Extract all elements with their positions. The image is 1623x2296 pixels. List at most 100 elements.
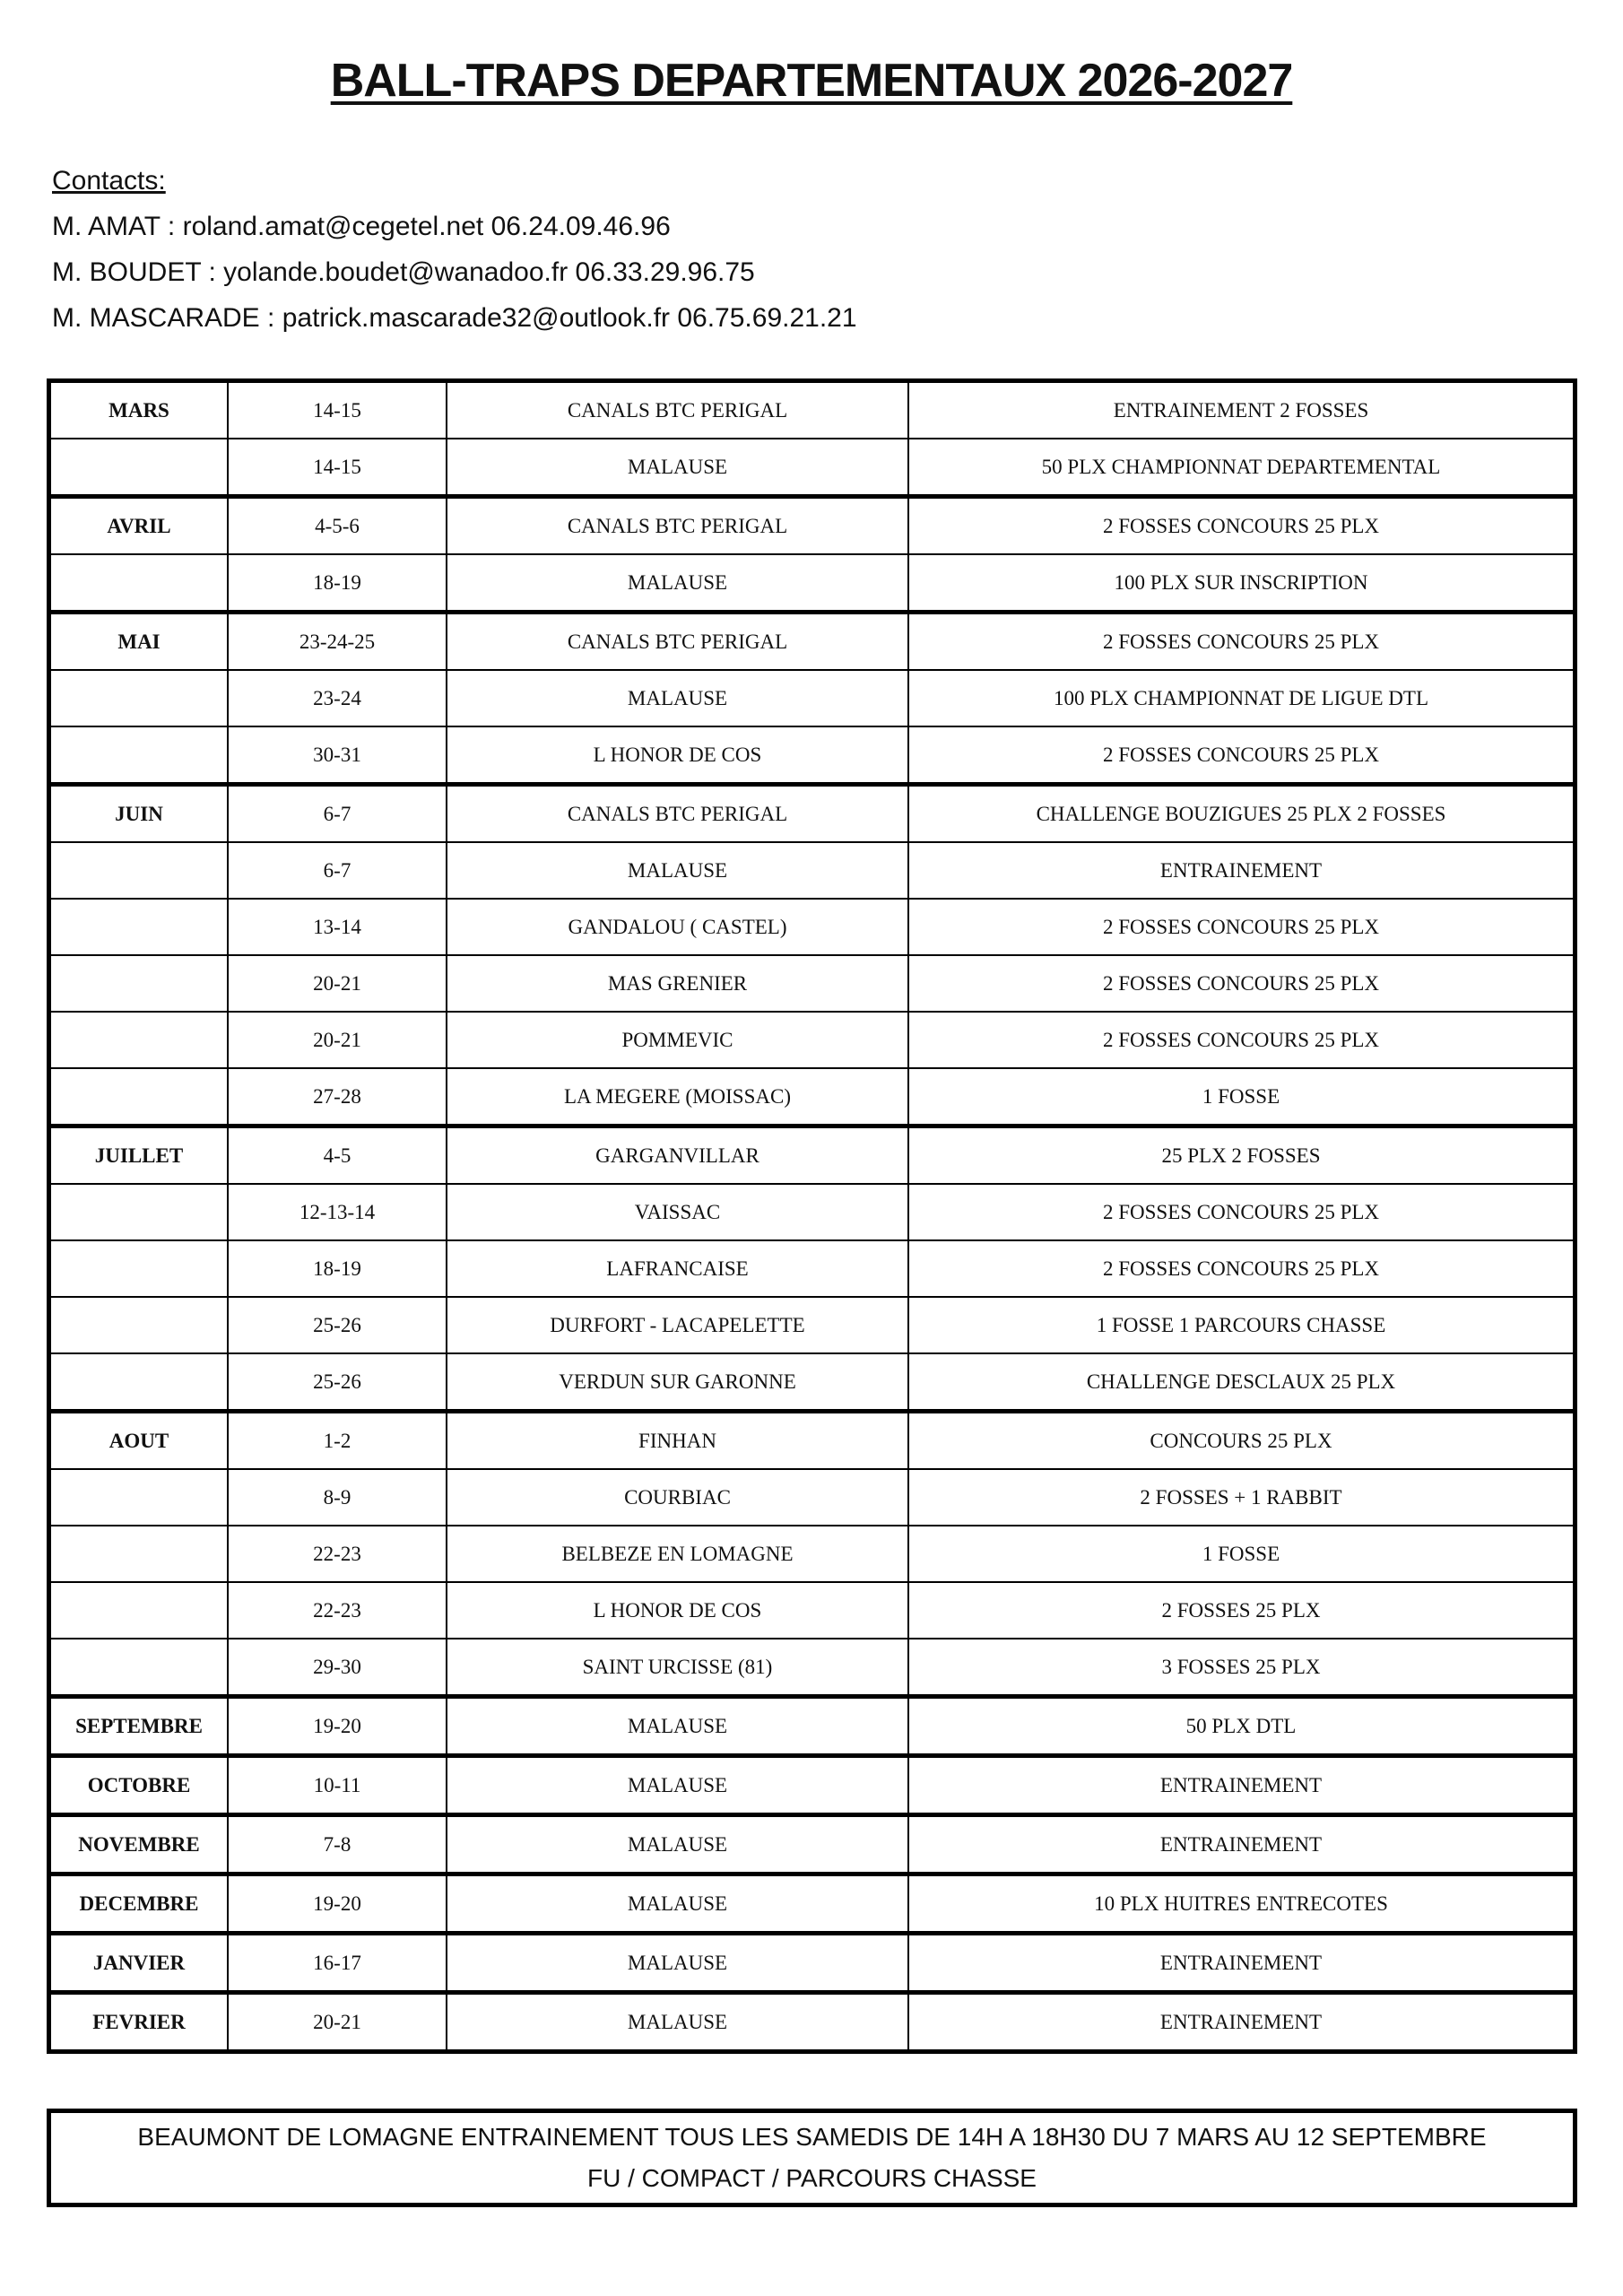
place-cell: MALAUSE xyxy=(446,1931,909,1994)
contacts-heading: Contacts: xyxy=(52,166,166,196)
place-cell: DURFORT - LACAPELETTE xyxy=(446,1296,909,1354)
month-cell xyxy=(48,438,229,498)
month-cell: JANVIER xyxy=(48,1931,229,1994)
place-cell: CANALS BTC PERIGAL xyxy=(446,494,909,555)
table-row: 18-19 LAFRANCAISE 2 FOSSES CONCOURS 25 PLX xyxy=(48,1239,1576,1298)
date-cell: 19-20 xyxy=(227,1872,447,1935)
month-cell xyxy=(48,841,229,900)
month-cell xyxy=(48,1067,229,1127)
event-cell: ENTRAINEMENT xyxy=(907,841,1576,900)
page-title-text: BALL-TRAPS DEPARTEMENTAUX 2026-2027 xyxy=(330,55,1294,107)
contact-line: M. BOUDET : yolande.boudet@wanadoo.fr 06… xyxy=(52,257,755,287)
table-row: 18-19 MALAUSE 100 PLX SUR INSCRIPTION xyxy=(48,553,1576,613)
place-cell: L HONOR DE COS xyxy=(446,726,909,786)
table-row: JANVIER 16-17 MALAUSE ENTRAINEMENT xyxy=(48,1931,1576,1994)
month-cell xyxy=(48,726,229,786)
event-cell: ENTRAINEMENT xyxy=(907,1931,1576,1994)
table-row: 13-14 GANDALOU ( CASTEL) 2 FOSSES CONCOURS… xyxy=(48,898,1576,956)
place-cell: MALAUSE xyxy=(446,669,909,727)
place-cell: COURBIAC xyxy=(446,1468,909,1526)
date-cell: 18-19 xyxy=(227,1239,447,1298)
place-cell: MALAUSE xyxy=(446,438,909,498)
month-cell: FEVRIER xyxy=(48,1990,229,2053)
place-cell: SAINT URCISSE (81) xyxy=(446,1638,909,1698)
schedule-table: MARS 14-15 CANALS BTC PERIGAL ENTRAINEMENT … xyxy=(47,378,1577,2054)
date-cell: 4-5 xyxy=(227,1124,447,1185)
date-cell: 6-7 xyxy=(227,841,447,900)
event-cell: CONCOURS 25 PLX xyxy=(907,1409,1576,1470)
place-cell: LAFRANCAISE xyxy=(446,1239,909,1298)
month-cell xyxy=(48,1352,229,1413)
place-cell: MALAUSE xyxy=(446,1753,909,1816)
page-title: BALL-TRAPS DEPARTEMENTAUX 2026-2027 xyxy=(0,54,1623,108)
date-cell: 7-8 xyxy=(227,1813,447,1875)
event-cell: 100 PLX SUR INSCRIPTION xyxy=(907,553,1576,613)
event-cell: ENTRAINEMENT xyxy=(907,1753,1576,1816)
month-cell xyxy=(48,553,229,613)
date-cell: 20-21 xyxy=(227,1990,447,2053)
date-cell: 1-2 xyxy=(227,1409,447,1470)
event-cell: 2 FOSSES CONCOURS 25 PLX xyxy=(907,726,1576,786)
table-row: 20-21 MAS GRENIER 2 FOSSES CONCOURS 25 PLX xyxy=(48,954,1576,1013)
date-cell: 6-7 xyxy=(227,782,447,843)
table-row: 25-26 DURFORT - LACAPELETTE 1 FOSSE 1 PARC… xyxy=(48,1296,1576,1354)
event-cell: 1 FOSSE 1 PARCOURS CHASSE xyxy=(907,1296,1576,1354)
place-cell: MALAUSE xyxy=(446,841,909,900)
table-row: NOVEMBRE 7-8 MALAUSE ENTRAINEMENT xyxy=(48,1813,1576,1875)
place-cell: VERDUN SUR GARONNE xyxy=(446,1352,909,1413)
table-row: 23-24 MALAUSE 100 PLX CHAMPIONNAT DE LIGUE… xyxy=(48,669,1576,727)
place-cell: VAISSAC xyxy=(446,1183,909,1241)
event-cell: 2 FOSSES CONCOURS 25 PLX xyxy=(907,1183,1576,1241)
date-cell: 23-24-25 xyxy=(227,610,447,671)
table-row: 20-21 POMMEVIC 2 FOSSES CONCOURS 25 PLX xyxy=(48,1011,1576,1069)
footer-line-1: BEAUMONT DE LOMAGNE ENTRAINEMENT TOUS LE… xyxy=(137,2123,1487,2151)
date-cell: 10-11 xyxy=(227,1753,447,1816)
month-cell: OCTOBRE xyxy=(48,1753,229,1816)
table-row: 22-23 L HONOR DE COS 2 FOSSES 25 PLX xyxy=(48,1581,1576,1639)
month-cell: AOUT xyxy=(48,1409,229,1470)
place-cell: CANALS BTC PERIGAL xyxy=(446,378,909,439)
event-cell: 2 FOSSES CONCOURS 25 PLX xyxy=(907,898,1576,956)
place-cell: POMMEVIC xyxy=(446,1011,909,1069)
footer-line-2: FU / COMPACT / PARCOURS CHASSE xyxy=(587,2164,1037,2192)
place-cell: MALAUSE xyxy=(446,1990,909,2053)
table-row: JUILLET 4-5 GARGANVILLAR 25 PLX 2 FOSSES xyxy=(48,1124,1576,1185)
date-cell: 20-21 xyxy=(227,954,447,1013)
month-cell xyxy=(48,669,229,727)
month-cell: AVRIL xyxy=(48,494,229,555)
event-cell: 3 FOSSES 25 PLX xyxy=(907,1638,1576,1698)
date-cell: 22-23 xyxy=(227,1581,447,1639)
event-cell: 2 FOSSES CONCOURS 25 PLX xyxy=(907,610,1576,671)
event-cell: ENTRAINEMENT xyxy=(907,1813,1576,1875)
date-cell: 4-5-6 xyxy=(227,494,447,555)
place-cell: MALAUSE xyxy=(446,553,909,613)
event-cell: 1 FOSSE xyxy=(907,1067,1576,1127)
month-cell xyxy=(48,1011,229,1069)
date-cell: 8-9 xyxy=(227,1468,447,1526)
place-cell: CANALS BTC PERIGAL xyxy=(446,782,909,843)
date-cell: 25-26 xyxy=(227,1296,447,1354)
date-cell: 14-15 xyxy=(227,378,447,439)
table-row: DECEMBRE 19-20 MALAUSE 10 PLX HUITRES ENTRE… xyxy=(48,1872,1576,1935)
event-cell: 100 PLX CHAMPIONNAT DE LIGUE DTL xyxy=(907,669,1576,727)
place-cell: LA MEGERE (MOISSAC) xyxy=(446,1067,909,1127)
date-cell: 13-14 xyxy=(227,898,447,956)
contact-line: M. MASCARADE : patrick.mascarade32@outlo… xyxy=(52,303,857,333)
month-cell: MARS xyxy=(48,378,229,439)
table-row: 27-28 LA MEGERE (MOISSAC) 1 FOSSE xyxy=(48,1067,1576,1127)
event-cell: 25 PLX 2 FOSSES xyxy=(907,1124,1576,1185)
month-cell: JUIN xyxy=(48,782,229,843)
month-cell: JUILLET xyxy=(48,1124,229,1185)
month-cell xyxy=(48,1525,229,1583)
date-cell: 20-21 xyxy=(227,1011,447,1069)
table-row: AVRIL 4-5-6 CANALS BTC PERIGAL 2 FOSSES CON… xyxy=(48,494,1576,555)
date-cell: 30-31 xyxy=(227,726,447,786)
date-cell: 27-28 xyxy=(227,1067,447,1127)
month-cell xyxy=(48,1468,229,1526)
place-cell: L HONOR DE COS xyxy=(446,1581,909,1639)
month-cell xyxy=(48,1239,229,1298)
table-row: 6-7 MALAUSE ENTRAINEMENT xyxy=(48,841,1576,900)
month-cell: NOVEMBRE xyxy=(48,1813,229,1875)
table-row: SEPTEMBRE 19-20 MALAUSE 50 PLX DTL xyxy=(48,1694,1576,1757)
month-cell xyxy=(48,1638,229,1698)
